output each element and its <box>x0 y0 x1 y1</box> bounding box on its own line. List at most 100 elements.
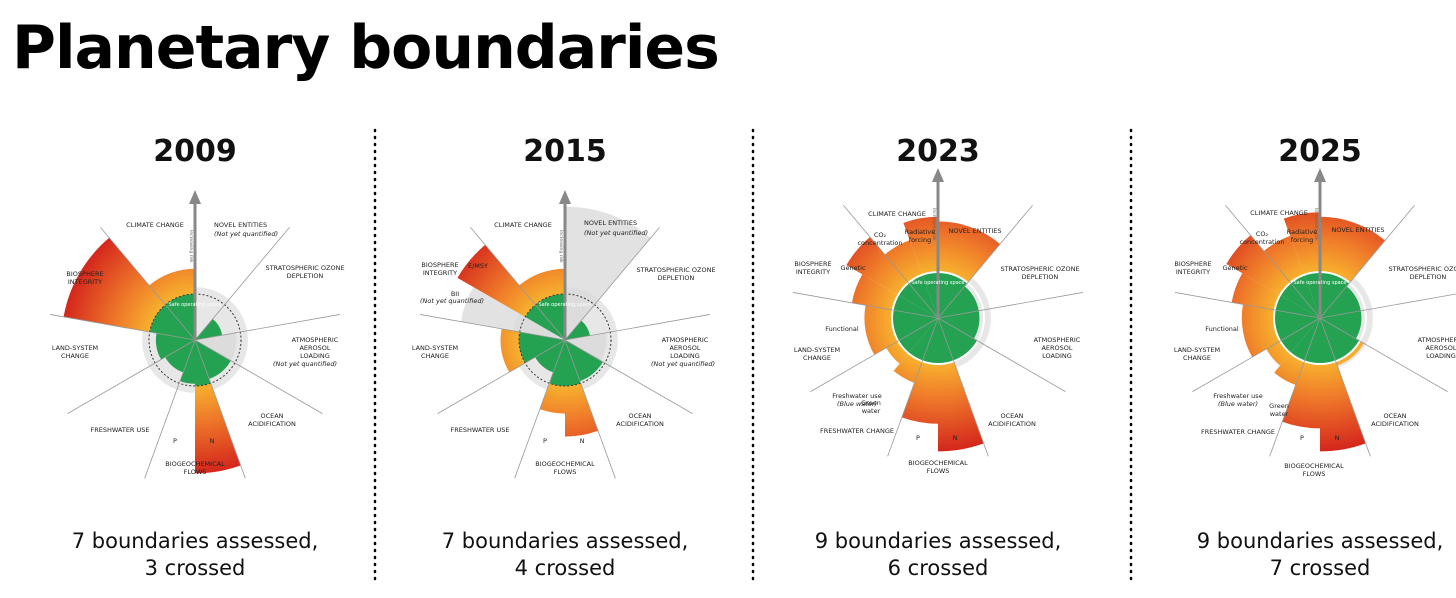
boundary-label: concentration <box>1239 238 1284 246</box>
transgression-wedge <box>457 244 536 317</box>
spoke <box>194 314 341 341</box>
boundary-label: BII <box>451 290 459 298</box>
spoke <box>564 339 693 414</box>
boundary-label: OCEAN <box>1000 412 1023 420</box>
safe-wedge <box>938 318 978 362</box>
boundary-label: forcing <box>909 236 931 244</box>
boundary-label: LOADING <box>1042 352 1072 360</box>
boundary-label: E/MSY <box>468 262 488 270</box>
safe-wedge <box>565 340 603 382</box>
risk-label: Increasing risk <box>931 208 937 241</box>
boundary-label: INTEGRITY <box>1176 268 1210 276</box>
transgression-wedge <box>1274 353 1305 386</box>
boundary-label: Genetic <box>1222 264 1248 272</box>
transgression-wedge <box>500 328 526 373</box>
safe-wedge <box>519 332 565 363</box>
spoke <box>1174 292 1321 319</box>
boundary-label: CHANGE <box>1183 354 1211 362</box>
safe-wedge <box>898 318 938 354</box>
safe-wedge <box>525 304 565 340</box>
safe-wedge <box>1304 272 1320 318</box>
spoke <box>843 204 939 319</box>
boundary-label: NOVEL ENTITIES <box>1331 226 1384 234</box>
boundary-label: ACIDIFICATION <box>1371 420 1419 428</box>
transgression-wedge <box>195 383 241 474</box>
spoke <box>1319 293 1456 319</box>
transgression-wedge <box>149 268 195 305</box>
boundary-label: CLIMATE CHANGE <box>126 221 184 229</box>
boundary-label: CHANGE <box>803 354 831 362</box>
boundary-label: STRATOSPHERIC OZONE <box>1000 265 1079 273</box>
spoke <box>1269 317 1321 457</box>
risk-label: Increasing risk <box>1313 208 1319 241</box>
safe-wedge <box>938 310 980 339</box>
risk-arrowhead <box>932 168 944 182</box>
boundary-label: AEROSOL <box>1041 344 1072 352</box>
boundary-label: ATMOSPHERIC <box>1034 336 1081 344</box>
boundary-label: ATMOSPHERIC <box>292 336 339 344</box>
safe-wedge <box>891 310 938 341</box>
safe-wedge <box>155 333 195 360</box>
boundary-label: FLOWS <box>184 468 207 476</box>
risk-label: Increasing risk <box>188 230 194 263</box>
spoke <box>564 314 711 341</box>
boundary-label: OCEAN <box>628 412 651 420</box>
safe-wedge <box>908 318 938 362</box>
spoke <box>67 339 196 414</box>
transgression-wedge <box>884 240 923 283</box>
spoke <box>194 339 246 479</box>
boundary-label: N <box>580 437 585 445</box>
safe-wedge <box>1290 318 1320 362</box>
safe-wedge <box>908 274 938 318</box>
boundary-label: LAND-SYSTEM <box>52 344 98 352</box>
spoke <box>514 339 566 479</box>
transgression-wedge <box>1320 361 1366 452</box>
spoke <box>1319 317 1448 392</box>
boundary-label: (Not yet quantified) <box>273 360 337 368</box>
transgression-wedge <box>1320 216 1386 283</box>
safe-wedge <box>1320 272 1350 318</box>
boundary-label: forcing <box>1291 236 1313 244</box>
boundary-label: FRESHWATER USE <box>450 426 509 434</box>
boundary-label: AEROSOL <box>299 344 330 352</box>
boundary-label: BIOGEOCHEMICAL <box>165 460 225 468</box>
boundary-label: CLIMATE CHANGE <box>868 210 926 218</box>
safe-wedge <box>1280 282 1320 318</box>
boundary-label: BIOSPHERE <box>794 260 831 268</box>
safe-label: Safe operating space <box>168 302 221 308</box>
boundary-label: water <box>1270 410 1289 418</box>
boundary-label: LOADING <box>1426 352 1456 360</box>
boundary-label: water <box>862 407 881 415</box>
boundary-label: BIOSPHERE <box>421 261 458 269</box>
risk-arrowhead <box>1314 168 1326 182</box>
boundary-label: (Not yet quantified) <box>584 229 648 237</box>
panel-caption: 7 crossed <box>1270 556 1371 580</box>
boundary-label: BIOGEOCHEMICAL <box>1284 462 1344 470</box>
boundary-label: ACIDIFICATION <box>988 420 1036 428</box>
transgression-wedge <box>901 361 938 424</box>
risk-label: Increasing risk <box>558 230 564 263</box>
panel-caption: 4 crossed <box>515 556 616 580</box>
unquantified-wedge <box>460 287 565 340</box>
spoke <box>937 317 989 457</box>
spoke <box>1192 317 1321 392</box>
safe-wedge <box>165 340 195 373</box>
boundary-label: STRATOSPHERIC OZONE <box>1388 265 1456 273</box>
boundary-label: ACIDIFICATION <box>248 420 296 428</box>
panel-caption: 3 crossed <box>145 556 246 580</box>
safe-wedge <box>149 304 195 340</box>
spoke <box>564 339 616 479</box>
safe-wedge <box>1274 310 1320 341</box>
boundary-label: P <box>916 434 920 442</box>
spoke <box>437 339 566 414</box>
boundary-label: INTEGRITY <box>423 269 457 277</box>
transgression-wedge <box>938 221 1001 283</box>
safe-wedge <box>938 272 968 318</box>
boundary-label: CHANGE <box>61 352 89 360</box>
boundary-label: FRESHWATER CHANGE <box>820 427 894 435</box>
boundary-label: N <box>210 437 215 445</box>
boundary-label: N <box>1335 434 1340 442</box>
boundary-label: Green <box>861 399 881 407</box>
boundary-label: AEROSOL <box>669 344 700 352</box>
boundary-label: (Not yet quantified) <box>651 360 715 368</box>
